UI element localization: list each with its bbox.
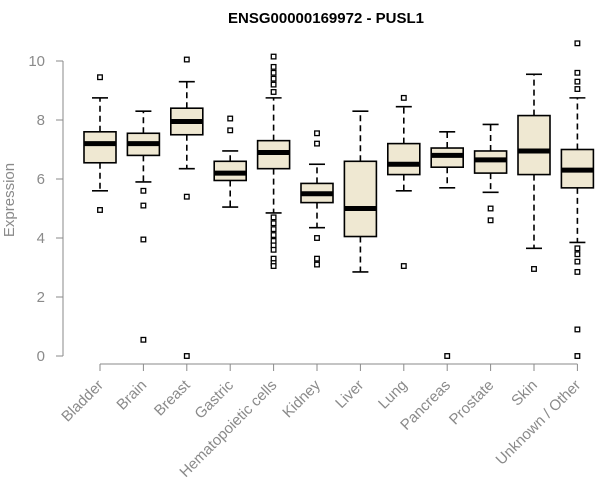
x-tick-label: Breast [151, 376, 194, 419]
outlier-point [574, 258, 581, 265]
outlier-point [314, 235, 320, 241]
y-axis: 0 2 4 6 8 10 [28, 53, 64, 365]
chart-title: ENSG00000169972 - PUSL1 [228, 10, 424, 27]
outlier-point [270, 69, 277, 76]
box-group [386, 94, 421, 269]
box-group [560, 40, 595, 359]
outlier-point [314, 255, 320, 262]
box [343, 160, 378, 238]
outlier-point [531, 266, 537, 272]
outlier-point [97, 74, 103, 81]
y-tick-label: 10 [28, 53, 45, 70]
outlier-point [140, 202, 147, 209]
x-tick-label: Prostate [446, 377, 498, 429]
outlier-point [270, 75, 277, 82]
outlier-point [270, 226, 277, 233]
outlier-point [140, 187, 147, 194]
outlier-point [270, 263, 277, 269]
box [83, 131, 117, 164]
outlier-point [487, 205, 494, 212]
outlier-point [270, 81, 277, 88]
outlier-point [140, 236, 147, 243]
box [517, 114, 551, 176]
x-tick-label: Kidney [279, 376, 324, 421]
outlier-point [574, 245, 581, 252]
box-group [170, 56, 204, 359]
box-series [83, 40, 595, 359]
outlier-point [400, 94, 407, 101]
y-tick-label: 0 [37, 348, 45, 365]
outlier-point [574, 40, 581, 47]
outlier-point [270, 232, 277, 238]
outlier-point [97, 207, 103, 213]
outlier-point [227, 127, 234, 134]
box-group [213, 115, 247, 208]
x-tick-label: Bladder [58, 377, 107, 426]
box-group [343, 110, 378, 273]
outlier-point [183, 193, 190, 200]
outlier-point [574, 69, 581, 76]
box-group [430, 131, 465, 359]
y-tick-label: 4 [37, 230, 45, 247]
outlier-point [183, 353, 190, 359]
y-tick-label: 8 [37, 112, 45, 129]
outlier-point [400, 263, 407, 269]
y-tick-label: 6 [37, 171, 45, 188]
x-tick-label: Lung [375, 377, 411, 413]
outlier-point [270, 63, 277, 70]
outlier-point [183, 56, 190, 63]
box-group [126, 110, 161, 343]
outlier-point [270, 220, 277, 227]
x-tick-label: Liver [332, 377, 367, 412]
box [386, 142, 421, 176]
box-group [300, 130, 334, 268]
y-axis-label: Expression [1, 163, 18, 237]
outlier-point [270, 89, 277, 95]
outlier-point [140, 336, 147, 343]
y-tick-label: 2 [37, 289, 45, 306]
box-group [256, 53, 291, 269]
outlier-point [227, 115, 234, 122]
box-group [83, 74, 117, 213]
outlier-point [270, 246, 277, 253]
box-group [517, 73, 551, 272]
outlier-point [444, 353, 451, 359]
box-group [473, 123, 508, 224]
x-tick-label: Brain [113, 377, 150, 414]
outlier-point [574, 353, 581, 359]
outlier-point [487, 217, 494, 224]
outlier-point [574, 326, 581, 333]
outlier-point [270, 214, 277, 221]
outlier-point [314, 140, 320, 147]
outlier-point [574, 86, 581, 92]
outlier-point [574, 78, 581, 85]
x-tick-label: Skin [508, 377, 541, 410]
outlier-point [314, 130, 320, 137]
outlier-point [314, 261, 320, 268]
outlier-point [574, 268, 581, 275]
outlier-point [270, 53, 277, 60]
outlier-point [574, 251, 581, 258]
